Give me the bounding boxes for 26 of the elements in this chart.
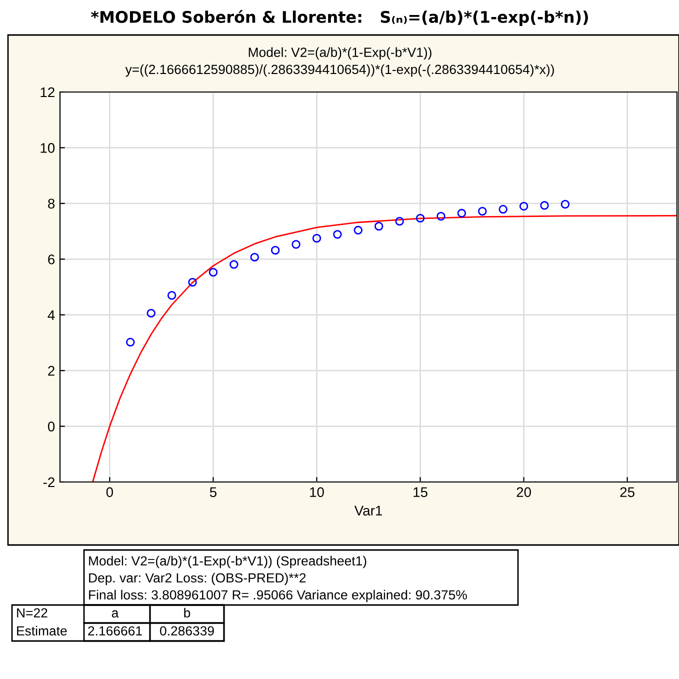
x-tick-label: 10 (310, 487, 324, 498)
text: N=22 (17, 608, 48, 618)
chart-subtitle: Model: V2=(a/b)*(1-Exp(-b*V1)) y=((2.1666612590885)/(.2863394410654))*(1-exp(-(.2863394410654)*x)) (125, 47, 554, 77)
text: 0.286339 (160, 626, 214, 636)
x-tick-label: 20 (516, 487, 531, 498)
x-tick-label: 15 (414, 487, 428, 498)
y-tick-label: -2 (43, 477, 54, 488)
text: 2.166661 (88, 626, 142, 636)
y-tick-label: 4 (48, 310, 55, 320)
text: a (112, 610, 119, 618)
text: Estimate (17, 626, 67, 636)
text: Dep. var: Var2 Loss: (OBS-PRED)**2 (89, 572, 306, 586)
y-tick-label: 12 (40, 87, 54, 98)
chart-title: *MODELO Soberón & Llorente: S₍ₙ₎=(a/b)*(1-exp(-b*n)) (90, 10, 588, 26)
x-tick-label: 0 (106, 487, 114, 498)
y-tick-label: 6 (48, 254, 55, 264)
y-tick-label: 0 (48, 422, 55, 432)
text: b (184, 608, 190, 618)
y-tick-label: 8 (48, 198, 55, 209)
x-axis-title: Var1 (354, 506, 382, 516)
text: Model: V2=(a/b)*(1-Exp(-b*V1)) (Spreadsheet1) (89, 556, 366, 568)
y-tick-label: 2 (48, 366, 54, 376)
text: Final loss: 3.808961007 R= .95066 Variance explained: 90.375% (89, 590, 467, 602)
x-tick-label: 5 (210, 487, 216, 498)
y-tick-label: 10 (40, 143, 55, 153)
x-tick-label: 25 (620, 487, 634, 498)
